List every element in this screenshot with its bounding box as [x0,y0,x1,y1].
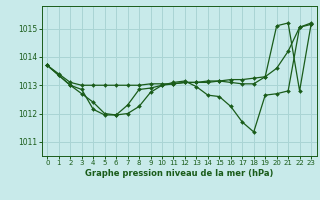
X-axis label: Graphe pression niveau de la mer (hPa): Graphe pression niveau de la mer (hPa) [85,169,273,178]
